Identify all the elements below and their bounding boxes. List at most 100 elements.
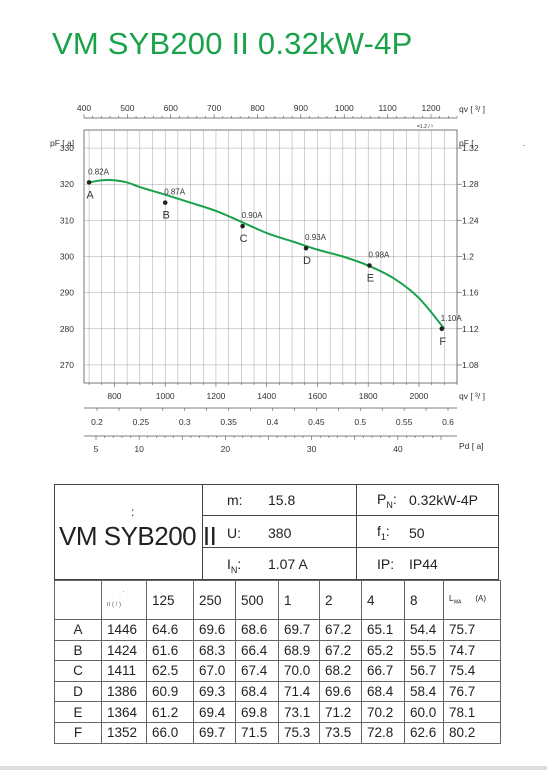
header-frequency: 250 [193,580,236,620]
power-label: PN: [377,491,397,510]
top-axis-tick-label: 400 [77,103,91,113]
row-sound-power: 74.7 [443,639,501,662]
header-frequency: 500 [235,580,279,620]
row-value: 69.6 [193,619,236,641]
header-frequency: 4 [361,580,405,620]
operating-point-letter: F [439,336,446,348]
row-value: 69.8 [235,701,279,723]
power-label-colon: : [392,491,397,507]
header-sound-power-unit: (A) [475,594,486,604]
row-label: A [54,619,102,641]
operating-point-marker [439,326,445,332]
operating-point-marker [86,180,92,185]
right-axis-tick-label: 1.08 [462,360,479,370]
frequency-label-colon: : [385,523,390,539]
spec-divider [202,515,357,516]
power-axis-tick-label: 40 [393,444,403,454]
row-value: 69.4 [193,701,236,723]
speed-axis-tick-label: 0.2 [91,417,103,427]
spec-divider [356,547,499,548]
operating-point-current: 0.93A [305,233,327,242]
row-sound-power: 75.4 [443,660,501,682]
row-value: 67.0 [193,660,236,682]
right-axis-tick-label: 1.24 [462,215,479,225]
power-axis-tick-label: 5 [94,444,99,454]
frequency-value: 50 [409,525,425,541]
current-value: 1.07 A [268,556,308,572]
table-row: D 1386 60.9 69.3 68.4 71.4 69.6 68.4 58.4 76.7 [54,680,501,703]
bottom-axis-tick-label: 1400 [257,391,276,401]
row-value: 69.7 [278,619,320,641]
row-value: 61.6 [146,639,194,662]
right-axis-tick-label: 1.2 [462,252,474,262]
current-label: IN: [227,556,241,575]
frequency-label-main: f [377,523,381,539]
row-value: 71.5 [235,721,279,744]
row-value: 69.7 [193,721,236,744]
mass-value: 15.8 [268,492,296,508]
row-value: 68.4 [361,680,405,703]
operating-point-current: 0.87A [164,188,186,197]
row-value: 73.5 [319,721,362,744]
row-value: 60.0 [404,701,444,723]
operating-point-marker [367,263,372,268]
table-header-row: · ´ n ( / ) 125 250 500 1 2 4 8 LWA (A) [54,580,501,620]
row-value: 61.2 [146,701,194,723]
row-speed: 1364 [101,701,147,723]
left-axis-tick-label: 270 [60,360,74,370]
current-label-colon: : [237,556,242,572]
operating-point-current: 0.82A [88,167,110,176]
header-sound-power: LWA (A) [443,580,501,620]
header-blank [54,580,102,620]
operating-point-letter: B [163,210,170,222]
row-value: 72.8 [361,721,405,744]
power-axis-tick-label: 10 [134,444,144,454]
left-axis-tick-label: 330 [60,143,74,153]
speed-axis-tick-label: 0.3 [179,417,191,427]
table-row: E 1364 61.2 69.4 69.8 73.1 71.2 70.2 60.0 78.1 [54,701,501,723]
row-sound-power: 75.7 [443,619,501,641]
top-axis-tick-label: 600 [164,103,178,113]
row-value: 67.2 [319,639,362,662]
right-axis-label-end: . [523,138,525,148]
mass-label: m: [227,492,243,508]
ip-label: IP: [377,556,395,572]
row-value: 71.2 [319,701,362,723]
power-value: 0.32kW-4P [409,492,478,508]
operating-point-current: 1.10A [441,314,463,323]
row-value: 68.9 [278,639,320,662]
chart-title: VM SYB200 II 0.32kW-4P [52,26,413,61]
row-value: 60.9 [146,680,194,703]
speed-axis-tick-label: 0.6 [442,417,454,427]
row-value: 54.4 [404,619,444,641]
operating-point-marker [162,200,168,205]
row-label: F [54,721,102,744]
right-axis-tick-label: 1.12 [462,324,479,334]
row-label: E [54,701,102,723]
row-label: D [54,680,102,703]
speed-axis-tick-label: 0.25 [133,417,150,427]
table-row: C 1411 62.5 67.0 67.4 70.0 68.2 66.7 56.7 75.4 [54,660,501,682]
speed-axis-tick-label: 0.4 [267,417,279,427]
row-value: 75.3 [278,721,320,744]
operating-point-current: 0.90A [242,211,264,220]
row-value: 70.0 [278,660,320,682]
row-value: 66.4 [235,639,279,662]
header-sound-power-label: L [449,594,454,604]
bottom-axis-tick-label: 2000 [409,391,428,401]
row-value: 58.4 [404,680,444,703]
page-bottom-rule [0,766,547,770]
header-speed: · ´ n ( / ) [101,580,147,620]
left-axis-tick-label: 290 [60,288,74,298]
performance-chart: 400 500 600 700 800 900 1000 1100 1200 qv [ ³/ ] =… [50,103,525,454]
operating-point-marker [240,223,245,229]
row-value: 68.6 [235,619,279,641]
header-speed-label: n ( / ) [107,602,122,608]
row-speed: 1386 [101,680,147,703]
row-speed: 1424 [101,639,147,662]
spec-divider [202,485,203,579]
power-label-sub: N [386,499,393,510]
spec-divider [202,547,357,548]
right-axis-tick-label: 1.28 [462,179,479,189]
top-axis-label: qv [ ³/ ] [459,104,485,114]
